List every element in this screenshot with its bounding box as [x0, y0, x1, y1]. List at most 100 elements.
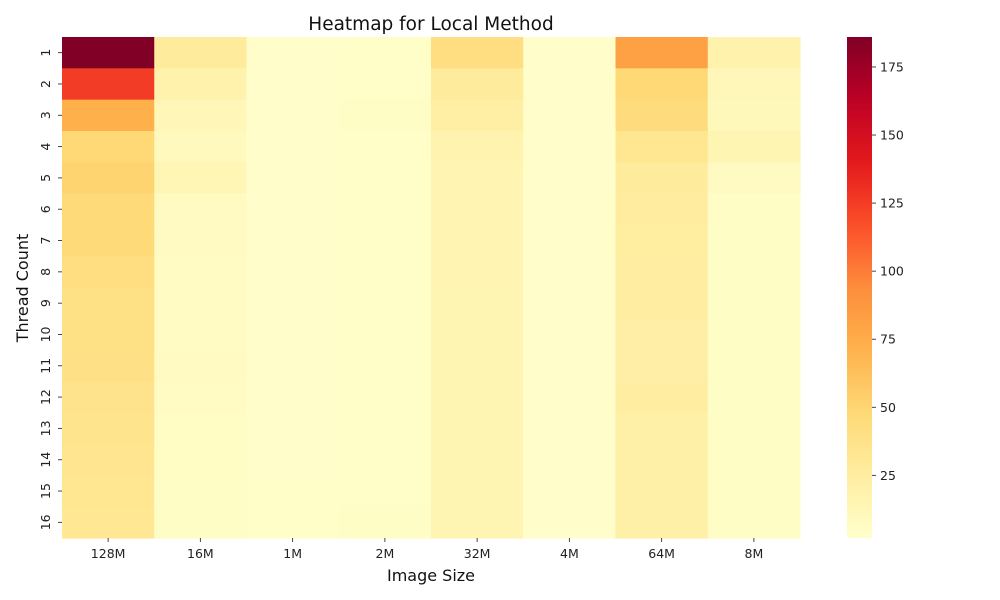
heatmap-cell: [338, 224, 432, 257]
y-tick-label: 3: [38, 111, 53, 119]
heatmap-cell: [431, 318, 524, 351]
heatmap-cell: [707, 162, 801, 195]
y-tick-label: 8: [38, 268, 53, 276]
heatmap-cell: [707, 506, 801, 539]
heatmap-cell: [62, 287, 155, 320]
heatmap-cell: [431, 506, 524, 539]
heatmap-cell: [62, 506, 155, 539]
heatmap-cell: [431, 37, 524, 69]
heatmap-cell: [615, 475, 709, 508]
heatmap-cell: [431, 224, 524, 257]
heatmap-cell: [523, 506, 617, 539]
heatmap-cell: [338, 381, 432, 414]
heatmap-cell: [338, 68, 432, 101]
heatmap-cell: [523, 381, 617, 414]
y-tick-label: 4: [38, 143, 53, 151]
heatmap-cell: [523, 256, 617, 289]
colorbar-tick-label: 50: [880, 400, 896, 415]
heatmap-cell: [523, 68, 617, 101]
y-tick-label: 16: [38, 514, 53, 530]
heatmap-cell: [62, 130, 155, 163]
heatmap-cell: [615, 37, 709, 69]
heatmap-cell: [523, 475, 617, 508]
heatmap-cell: [338, 130, 432, 163]
heatmap-cell: [707, 381, 801, 414]
colorbar-gradient: [847, 37, 872, 538]
heatmap-cell: [707, 350, 801, 383]
heatmap-cell: [246, 475, 340, 508]
heatmap-cell: [615, 287, 709, 320]
heatmap-cell: [431, 350, 524, 383]
heatmap-cell: [431, 130, 524, 163]
heatmap-cell: [431, 412, 524, 445]
heatmap-cell: [338, 350, 432, 383]
heatmap-cell: [62, 318, 155, 351]
heatmap-cell: [246, 193, 340, 226]
heatmap-cell: [246, 318, 340, 351]
heatmap-cell: [246, 224, 340, 257]
x-tick-label: 1M: [283, 546, 302, 561]
y-tick-label: 12: [38, 389, 53, 405]
heatmap-cell: [154, 381, 248, 414]
heatmap-cell: [707, 412, 801, 445]
heatmap-cell: [246, 412, 340, 445]
heatmap-cell: [338, 318, 432, 351]
heatmap-cells: [62, 37, 801, 539]
heatmap-cell: [62, 162, 155, 195]
heatmap-cell: [615, 193, 709, 226]
heatmap-cell: [523, 162, 617, 195]
heatmap-cell: [523, 287, 617, 320]
heatmap-cell: [154, 99, 248, 132]
heatmap-cell: [154, 256, 248, 289]
y-tick-label: 14: [38, 452, 53, 468]
x-tick-label: 16M: [187, 546, 214, 561]
heatmap-cell: [615, 506, 709, 539]
heatmap-cell: [246, 287, 340, 320]
heatmap-cell: [707, 224, 801, 257]
x-tick-label: 32M: [464, 546, 491, 561]
heatmap-cell: [62, 37, 155, 69]
colorbar-tick-label: 125: [880, 196, 904, 211]
heatmap-cell: [246, 162, 340, 195]
x-axis-label: Image Size: [387, 566, 475, 585]
heatmap-cell: [154, 130, 248, 163]
heatmap-cell: [523, 99, 617, 132]
heatmap-cell: [338, 37, 432, 69]
heatmap-cell: [523, 37, 617, 69]
y-tick-label: 9: [38, 299, 53, 307]
heatmap-cell: [338, 412, 432, 445]
heatmap-cell: [154, 162, 248, 195]
heatmap-cell: [338, 256, 432, 289]
y-tick-label: 11: [38, 358, 53, 374]
heatmap-cell: [707, 68, 801, 101]
heatmap-cell: [615, 412, 709, 445]
heatmap-cell: [615, 256, 709, 289]
colorbar-tick-label: 150: [880, 128, 904, 143]
heatmap-cell: [707, 287, 801, 320]
x-tick-label: 8M: [745, 546, 764, 561]
heatmap-cell: [246, 350, 340, 383]
heatmap-cell: [523, 224, 617, 257]
y-tick-label: 13: [38, 420, 53, 436]
heatmap-cell: [154, 68, 248, 101]
x-tick-label: 2M: [376, 546, 395, 561]
heatmap-cell: [523, 130, 617, 163]
heatmap-cell: [154, 224, 248, 257]
heatmap-cell: [338, 506, 432, 539]
heatmap-cell: [615, 162, 709, 195]
heatmap-cell: [615, 350, 709, 383]
heatmap-cell: [154, 506, 248, 539]
heatmap-cell: [523, 412, 617, 445]
y-tick-label: 5: [38, 174, 53, 182]
colorbar: 25 50 75 100 125 150 175: [847, 37, 904, 538]
heatmap-cell: [62, 444, 155, 476]
heatmap-cell: [154, 412, 248, 445]
heatmap-cell: [615, 130, 709, 163]
heatmap-cell: [246, 68, 340, 101]
y-tick-label: 2: [38, 80, 53, 88]
heatmap-cell: [431, 68, 524, 101]
heatmap-cell: [338, 99, 432, 132]
heatmap-cell: [707, 193, 801, 226]
y-axis-label: Thread Count: [13, 234, 32, 344]
